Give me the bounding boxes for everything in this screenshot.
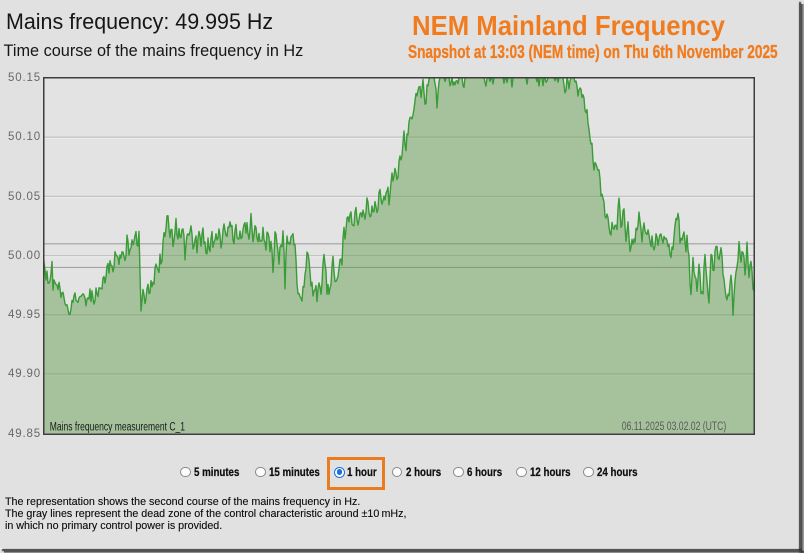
svg-text:06.11.2025 03.02.02 (UTC): 06.11.2025 03.02.02 (UTC): [622, 421, 727, 433]
svg-text:Mains frequency measurement C_: Mains frequency measurement C_1: [50, 422, 185, 434]
